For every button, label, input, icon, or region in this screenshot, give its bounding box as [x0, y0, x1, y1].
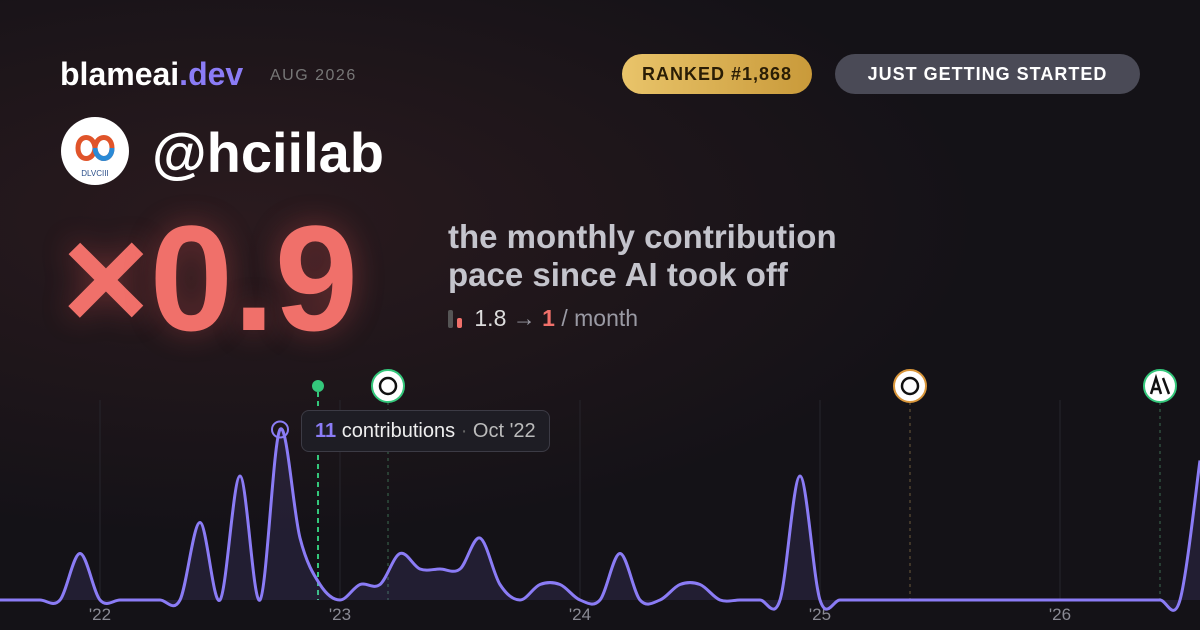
tooltip-date: Oct '22 — [472, 420, 536, 442]
event-dot — [312, 380, 324, 392]
tooltip-count: 11 — [315, 420, 337, 442]
x-tick-label: '24 — [569, 605, 591, 624]
event-icon — [371, 369, 405, 403]
event-icon — [893, 369, 927, 403]
pace-arrow: → — [512, 305, 536, 331]
multiplier-value: 0.9 — [149, 194, 359, 362]
handle: @hciilab — [152, 121, 384, 184]
peak-marker — [271, 420, 289, 439]
avatar-text: DLVCIII — [81, 169, 108, 178]
pace-icon — [448, 310, 462, 328]
area — [0, 428, 1200, 611]
tooltip: 11 contributions · Oct '22 — [301, 410, 550, 452]
brand-suffix: .dev — [179, 56, 244, 92]
tooltip-separator: · — [460, 420, 468, 442]
tooltip-label: contributions — [341, 420, 456, 442]
multiplier: ×0.9 — [62, 192, 358, 365]
status-badge: JUST GETTING STARTED — [835, 54, 1140, 94]
pace-before: 1.8 — [474, 305, 507, 331]
x-tick-label: '23 — [329, 605, 351, 624]
event-icon — [1143, 369, 1177, 403]
brand-name: blameai — [60, 56, 180, 92]
description: the monthly contribution pace since AI t… — [448, 218, 837, 293]
line — [0, 427, 1200, 612]
x-tick-label: '22 — [89, 605, 111, 624]
pace: 1.8 → 1 / month — [448, 305, 638, 332]
pace-unit: / month — [561, 305, 639, 331]
date: AUG 2026 — [270, 67, 357, 84]
x-tick-label: '26 — [1049, 605, 1071, 624]
pace-after: 1 — [542, 305, 555, 331]
avatar: DLVCIII — [61, 117, 129, 185]
multiplier-symbol: × — [62, 194, 150, 362]
brand: blameai.dev — [60, 56, 243, 93]
rank-badge: RANKED #1,868 — [622, 54, 813, 94]
